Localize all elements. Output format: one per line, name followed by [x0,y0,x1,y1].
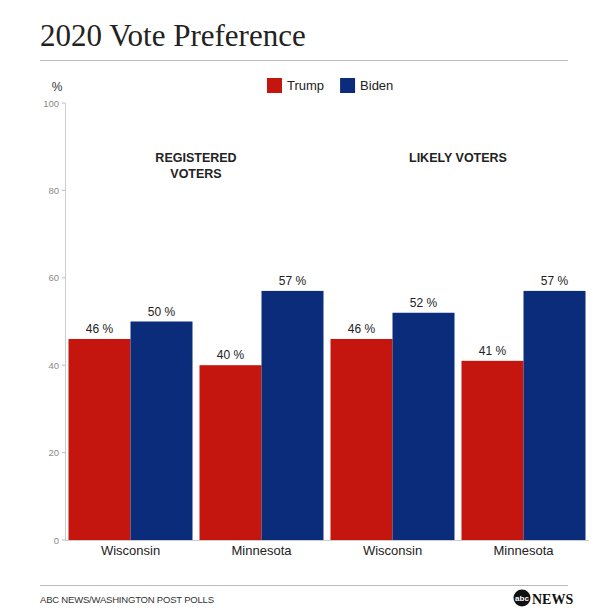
bar [331,339,393,540]
x-tick-label: Minnesota [494,543,555,558]
y-tick-label: 0 [54,535,59,546]
data-label: 41 % [479,344,507,358]
logo-mark: abc [515,594,529,603]
group-annotation: LIKELY VOTERS [409,151,507,165]
legend-label: Trump [287,78,324,93]
data-label: 57 % [279,274,307,288]
bar [200,365,262,540]
y-tick-label: 60 [48,272,59,283]
data-label: 46 % [348,322,376,336]
data-label: 52 % [410,296,438,310]
logo: abcNEWS [514,590,574,608]
bar [393,313,455,540]
legend: Trump Biden [267,78,393,93]
data-label: 46 % [86,322,114,336]
bar [462,361,524,540]
annotation-line: LIKELY VOTERS [409,151,507,165]
logo-text: NEWS [532,592,573,607]
group-annotation: REGISTERED VOTERS [155,151,236,181]
bar [262,291,324,540]
data-label: 57 % [541,274,569,288]
chart: 2020 Vote Preference% Trump Biden 0 20 40 60 80… [0,0,608,608]
title: 2020 Vote Preference [40,18,306,53]
y-tick [62,277,65,278]
y-tick-label: 80 [48,185,59,196]
x-tick-label: Minnesota [232,543,293,558]
y-tick-label: 40 [48,360,59,371]
annotation-line: REGISTERED [155,151,236,165]
y-axis-label: % [52,80,63,94]
logo-circle [514,590,531,607]
footer-rule [40,585,568,586]
data-labels: 46 % 40 % 46 % 41 % 50 % 57 % 52 % 57 % [86,274,569,362]
bar [524,291,586,540]
bars [69,291,586,540]
data-label: 50 % [148,305,176,319]
y-tick [62,190,65,191]
source: ABC NEWS/WASHINGTON POST POLLS [40,594,214,605]
y-tick [62,365,65,366]
legend-label: Biden [360,78,393,93]
bar [69,339,131,540]
y-tick [62,103,65,104]
data-label: 40 % [217,348,245,362]
y-tick [62,540,65,541]
title-rule [40,60,568,61]
y-tick-label: 100 [43,98,59,109]
x-tick-label: Wisconsin [363,543,422,558]
annotation-line: VOTERS [170,167,221,181]
y-axis-line [65,103,66,540]
x-tick-label: Wisconsin [101,543,160,558]
y-tick-label: 20 [48,447,59,458]
legend-swatch [340,78,355,93]
bar [131,322,193,541]
legend-swatch [267,78,282,93]
x-axis-line [65,540,589,541]
y-tick [62,452,65,453]
